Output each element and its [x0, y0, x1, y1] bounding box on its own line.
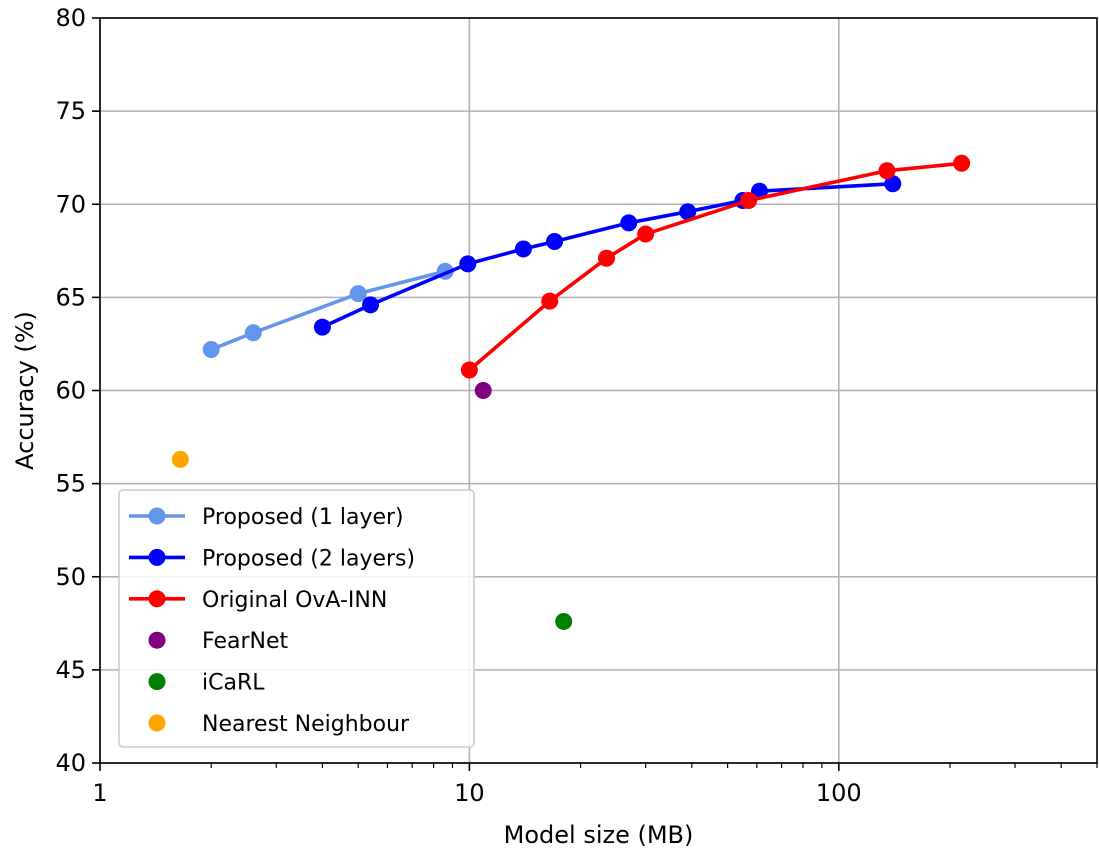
y-tick-label: 65: [55, 283, 86, 311]
legend-label: Proposed (2 layers): [202, 546, 415, 571]
series-fearnet: [474, 382, 492, 399]
legend-item: iCaRL: [148, 671, 265, 696]
y-tick-label: 60: [55, 377, 86, 405]
data-point: [514, 240, 532, 258]
legend-marker: [148, 548, 166, 566]
data-point: [878, 162, 896, 180]
legend-label: iCaRL: [202, 671, 265, 696]
legend-item: Proposed (1 layer): [129, 505, 404, 530]
y-tick-label: 50: [55, 563, 86, 591]
legend: Proposed (1 layer) Proposed (2 layers) Ori…: [118, 489, 475, 748]
y-tick-label: 45: [55, 656, 86, 684]
legend-item: Original OvA-INN: [129, 588, 387, 613]
x-tick-label: 100: [816, 779, 862, 807]
y-axis-label: Accuracy (%): [11, 311, 39, 470]
legend-label: Nearest Neighbour: [202, 712, 410, 737]
data-point: [884, 175, 902, 193]
data-point: [202, 341, 220, 359]
axis-ticks: 40 45 50 55 60 65 70 75 80 1 10 100: [55, 4, 1098, 807]
data-point: [620, 214, 638, 232]
series-proposed-1-layer: [202, 262, 454, 359]
data-point: [459, 255, 477, 273]
legend-label: Original OvA-INN: [202, 588, 387, 613]
data-point: [349, 285, 367, 303]
legend-marker: [148, 631, 166, 649]
data-point: [171, 450, 189, 468]
data-point: [541, 292, 559, 310]
data-point: [555, 612, 573, 630]
x-tick-label: 10: [454, 779, 485, 807]
y-tick-label: 40: [55, 749, 86, 777]
y-tick-label: 55: [55, 470, 86, 498]
legend-item: Proposed (2 layers): [129, 546, 415, 571]
data-point: [313, 318, 331, 336]
data-point: [953, 154, 971, 172]
data-point: [597, 249, 615, 267]
y-tick-label: 75: [55, 97, 86, 125]
legend-item: FearNet: [148, 629, 289, 654]
plot-series: [171, 154, 971, 630]
series-line: [468, 161, 962, 372]
data-point: [546, 233, 564, 250]
data-point: [362, 296, 380, 314]
data-point: [474, 382, 492, 399]
data-point: [460, 361, 478, 379]
series-original-ova-inn: [460, 154, 971, 379]
data-point: [740, 192, 758, 210]
legend-marker: [148, 507, 166, 525]
x-tick-label: 1: [92, 779, 107, 807]
legend-box: [118, 489, 475, 748]
legend-label: FearNet: [202, 629, 289, 654]
legend-label: Proposed (1 layer): [202, 505, 404, 530]
legend-marker: [148, 590, 166, 608]
legend-marker: [148, 714, 166, 732]
series-line: [210, 269, 446, 352]
series-nearest-neighbour: [171, 450, 189, 468]
legend-item: Nearest Neighbour: [148, 712, 410, 737]
y-tick-label: 80: [55, 4, 86, 32]
data-point: [679, 203, 697, 221]
x-axis-label: Model size (MB): [504, 821, 694, 849]
y-tick-label: 70: [55, 190, 86, 218]
data-point: [637, 225, 655, 243]
data-point: [244, 324, 262, 342]
legend-marker: [148, 673, 166, 691]
series-icarl: [555, 612, 573, 630]
